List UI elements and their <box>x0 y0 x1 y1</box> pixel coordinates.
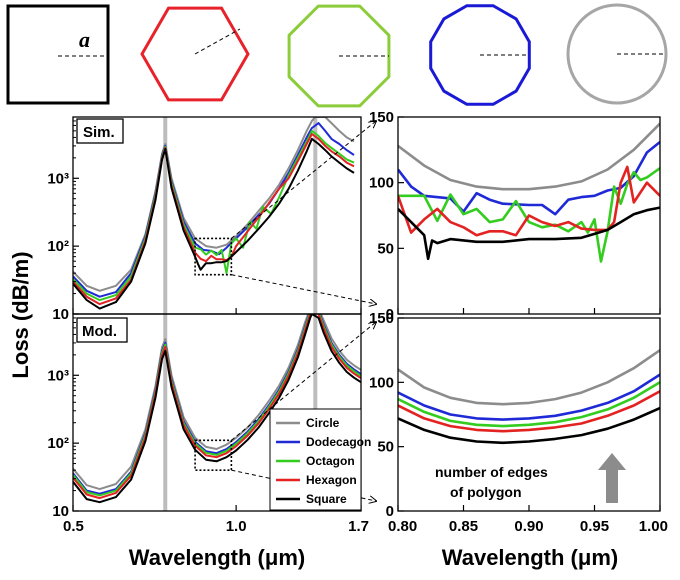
x-tick-label: 1.0 <box>226 518 247 535</box>
zoom-arrow-top <box>231 322 376 441</box>
x-tick-label: 0.95 <box>580 518 609 535</box>
series-line-dodecagon <box>398 373 660 421</box>
octagon-shape <box>287 4 391 108</box>
y-tick-label: 10² <box>47 238 69 255</box>
legend-label-square: Square <box>306 492 347 506</box>
x-tick-label: 1.7 <box>348 518 369 535</box>
x-tick-label: 0.5 <box>63 518 84 535</box>
square-shape <box>6 4 110 105</box>
series-line-square <box>398 406 660 445</box>
annotation-line2: of polygon <box>450 484 522 500</box>
legend-label-dodecagon: Dodecagon <box>306 435 371 449</box>
x-tick-label: 0.85 <box>449 518 478 535</box>
mod-left-panel: 10 10² 10³ 0.5 1.0 1.7 <box>47 313 369 535</box>
series-line-hexagon <box>398 165 660 237</box>
x-tick-label: 0.80 <box>388 518 417 535</box>
series-line-square <box>73 314 361 504</box>
zoom-arrow-top <box>231 121 376 239</box>
legend-label-circle: Circle <box>306 416 340 430</box>
zoom-arrow-bottom <box>231 274 376 304</box>
series-line-hexagon <box>73 133 355 306</box>
circle-shape <box>566 3 668 105</box>
edges-annotation: number of edges of polygon <box>435 453 626 503</box>
y-tick-label: 0 <box>386 306 394 323</box>
series-line-octagon <box>73 129 355 302</box>
x-axis-label-left: Wavelength (μm) <box>129 545 305 570</box>
series-line-octagon <box>398 167 660 263</box>
zoom-box-mod_left <box>194 439 233 471</box>
legend: Circle Dodecagon Octagon Hexagon Square <box>269 408 371 511</box>
series-line-hexagon <box>398 390 660 433</box>
y-tick-label: 10³ <box>47 367 69 384</box>
sim-left-panel: 10 10² 10³ <box>47 116 362 323</box>
legend-box <box>269 408 362 511</box>
y-axis-label: Loss (dB/m) <box>8 251 33 378</box>
sim-panel-label: Sim. <box>83 124 115 141</box>
y-tick-label: 10² <box>47 435 69 452</box>
shape-row: a <box>6 3 668 108</box>
mod-panel-label: Mod. <box>82 323 117 340</box>
y-tick-label: 10³ <box>47 170 69 187</box>
y-tick-label: 0 <box>386 503 394 520</box>
series-line-circle <box>398 122 660 191</box>
sim-tag-box <box>76 118 124 144</box>
hexagon-radius-line <box>194 28 241 55</box>
series-line-octagon <box>398 381 660 428</box>
mod-tag-box <box>76 317 128 343</box>
series-line-square <box>73 137 355 310</box>
x-tick-label: 0.90 <box>514 518 543 535</box>
y-tick-label: 100 <box>369 175 394 192</box>
mod-zoom-frame <box>397 317 661 512</box>
hexagon-shape <box>140 6 250 102</box>
y-tick-label: 10 <box>52 503 69 520</box>
dodecagon-shape <box>429 4 531 106</box>
annotation-line1: number of edges <box>435 464 548 480</box>
y-tick-label: 100 <box>369 374 394 391</box>
y-tick-label: 50 <box>377 240 394 257</box>
series-line-square <box>398 206 660 261</box>
series-line-dodecagon <box>73 122 355 298</box>
y-tick-label: 10 <box>52 306 69 323</box>
sim-zoom-frame <box>397 116 661 315</box>
series-line-circle <box>398 349 660 406</box>
legend-label-hexagon: Hexagon <box>306 473 357 487</box>
up-arrow-icon <box>598 453 626 503</box>
x-tick-label: 1.00 <box>639 518 668 535</box>
radius-label: a <box>79 27 90 52</box>
y-tick-label: 50 <box>377 439 394 456</box>
legend-label-octagon: Octagon <box>306 454 355 468</box>
x-axis-label-right: Wavelength (μm) <box>442 545 618 570</box>
